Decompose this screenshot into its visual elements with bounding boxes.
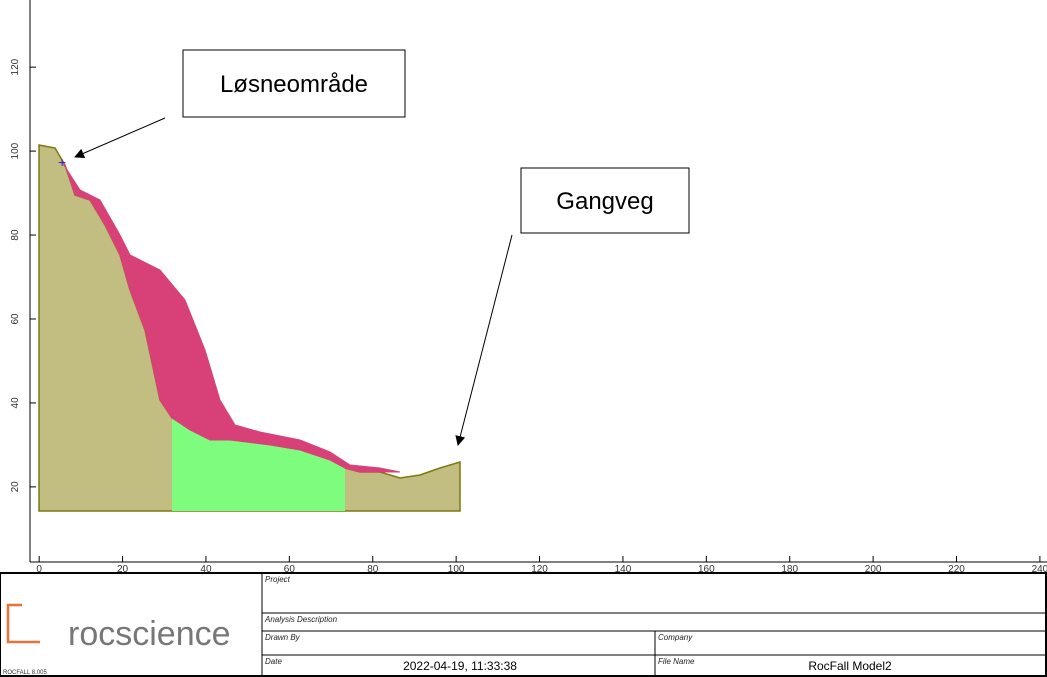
field-label: Project	[265, 575, 291, 584]
x-tick-label: 40	[200, 564, 212, 575]
title-block	[0, 572, 1047, 677]
source-marker: +	[58, 154, 66, 170]
version: ROCFALL 8.005	[3, 670, 47, 676]
field-label: Company	[658, 633, 693, 642]
x-tick-label: 60	[284, 564, 296, 575]
ticks: 0 20 40 60 80 100 120 140 160 180 200 220 240 20 40 60 8…	[10, 58, 1047, 575]
annotation-box	[182, 49, 406, 118]
slope-zone	[172, 418, 345, 511]
y-tick-label: 80	[10, 229, 21, 241]
logo: rocscience	[68, 615, 231, 653]
annotation-box	[520, 167, 690, 234]
arrow	[455, 234, 513, 446]
y-tick-label: 120	[10, 58, 21, 75]
date: 2022-04-19, 11:33:38	[403, 659, 517, 673]
x-tick-label: 240	[1032, 564, 1047, 575]
arrow	[74, 117, 166, 159]
y-tick-label: 60	[10, 313, 21, 325]
x-tick-label: 80	[367, 564, 379, 575]
x-tick-label: 0	[36, 564, 42, 575]
annotation: Gangveg	[556, 188, 653, 215]
annotation: Løsneområde	[220, 71, 368, 98]
y-tick-label: 40	[10, 397, 21, 409]
logo-mark	[6, 603, 40, 644]
x-tick-label: 100	[448, 564, 465, 575]
field-label: Date	[265, 657, 282, 666]
rockfall-paths	[61, 161, 401, 473]
y-tick-label: 20	[10, 481, 21, 493]
field-label: Analysis Description	[264, 615, 338, 624]
x-tick-label: 200	[865, 564, 882, 575]
x-tick-label: 140	[615, 564, 632, 575]
x-tick-label: 120	[531, 564, 548, 575]
x-tick-label: 20	[117, 564, 129, 575]
file-name: RocFall Model2	[808, 659, 892, 673]
field-label: Drawn By	[265, 633, 301, 642]
field-label: File Name	[658, 657, 695, 666]
x-tick-label: 180	[781, 564, 798, 575]
x-tick-label: 220	[948, 564, 965, 575]
x-tick-label: 160	[698, 564, 715, 575]
y-tick-label: 100	[10, 142, 21, 159]
